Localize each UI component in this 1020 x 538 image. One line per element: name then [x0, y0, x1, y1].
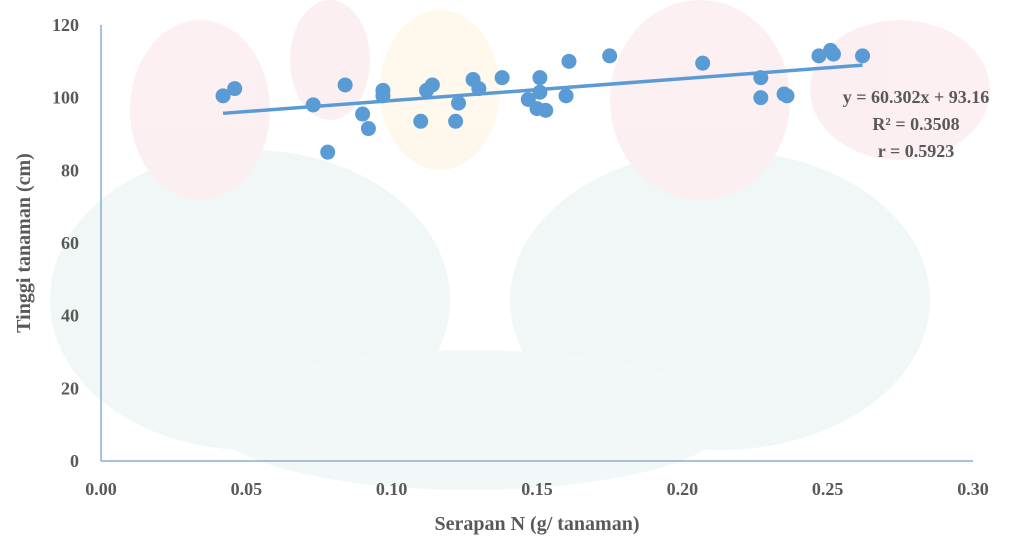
data-point — [451, 95, 467, 111]
data-point — [360, 121, 376, 137]
data-point — [811, 48, 827, 64]
data-point — [825, 46, 841, 62]
data-point — [779, 88, 795, 104]
y-tick-label: 120 — [52, 15, 79, 35]
data-point — [471, 81, 487, 97]
x-tick-labels: 0.00 0.05 0.10 0.15 0.20 0.25 0.30 — [85, 479, 989, 499]
data-point — [337, 77, 353, 93]
data-point — [227, 81, 243, 97]
data-point — [561, 53, 577, 69]
y-tick-label: 60 — [61, 233, 79, 253]
y-tick-label: 20 — [61, 378, 79, 398]
chart-axes: 0.00 0.05 0.10 0.15 0.20 0.25 0.30 0 20 40 60 80 10… — [52, 15, 989, 499]
x-axis-title: Serapan N (g/ tanaman) — [434, 513, 639, 535]
data-point — [855, 48, 871, 64]
watermark-emblem — [50, 0, 990, 490]
x-tick-label: 0.00 — [85, 479, 117, 499]
data-point — [695, 55, 711, 71]
data-point — [753, 90, 769, 106]
scatter-points — [215, 42, 871, 160]
x-tick-label: 0.30 — [957, 479, 989, 499]
data-point — [424, 77, 440, 93]
trendline-annotation: y = 60.302x + 93.16 R² = 0.3508 r = 0.59… — [843, 87, 990, 161]
x-tick-label: 0.05 — [231, 479, 263, 499]
data-point — [753, 70, 769, 86]
r-value-label: r = 0.5923 — [878, 141, 954, 161]
x-tick-label: 0.10 — [376, 479, 408, 499]
data-point — [532, 70, 548, 86]
data-point — [558, 88, 574, 104]
regression-equation: y = 60.302x + 93.16 — [843, 87, 990, 107]
data-point — [375, 88, 391, 104]
data-point — [320, 144, 336, 160]
data-point — [305, 97, 321, 113]
y-tick-label: 40 — [61, 306, 79, 326]
data-point — [448, 113, 464, 129]
data-point — [494, 70, 510, 86]
x-tick-label: 0.20 — [667, 479, 699, 499]
data-point — [215, 88, 231, 104]
data-point — [532, 84, 548, 100]
x-tick-label: 0.25 — [812, 479, 844, 499]
data-point — [413, 113, 429, 129]
y-tick-label: 80 — [61, 160, 79, 180]
data-point — [538, 102, 554, 118]
y-tick-labels: 0 20 40 60 80 100 120 — [52, 15, 79, 471]
x-tick-label: 0.15 — [521, 479, 553, 499]
data-point — [355, 106, 371, 122]
data-point — [602, 48, 618, 64]
y-tick-label: 100 — [52, 88, 79, 108]
y-axis-title: Tinggi tanaman (cm) — [13, 153, 35, 333]
y-tick-label: 0 — [70, 451, 79, 471]
r-squared-label: R² = 0.3508 — [872, 114, 959, 134]
